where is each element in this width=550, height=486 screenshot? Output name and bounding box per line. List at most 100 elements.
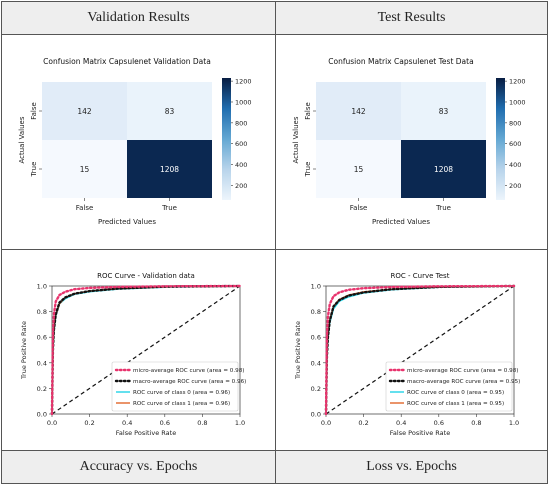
x-axis-label: False Positive Rate — [116, 429, 176, 437]
roc-test-chart: ROC - Curve Test 0.00.0 0.2 0.2 0.4 0.4 0.6 0.6… — [294, 272, 520, 437]
roc-test: ROC - Curve Test 0.0 0.0 0.2 0.2 0.4 0.4 0.6 0.6… — [284, 256, 542, 444]
row-divider — [2, 249, 547, 250]
colorbar-tick-label: 400 — [235, 161, 247, 169]
legend-label: micro-average ROC curve (area = 0.98) — [407, 368, 518, 374]
header-test-results: Test Results — [276, 2, 547, 34]
x-axis-label: False Positive Rate — [390, 429, 450, 437]
colorbar-tick-label: 600 — [235, 140, 247, 148]
heatmap-cell — [42, 140, 127, 198]
y-tick-label: False — [304, 102, 312, 120]
colorbar-tick-label: 400 — [509, 161, 521, 169]
legend-label: ROC curve of class 1 (area = 0.96) — [133, 401, 230, 407]
cell-value-label: 83 — [439, 107, 449, 116]
heatmap-cell — [401, 140, 486, 198]
cell-value-label: 142 — [351, 107, 366, 116]
chart-title: ROC - Curve Test — [391, 272, 450, 280]
confusion-matrix-test-chart: Confusion Matrix Capsulenet Test Data 142… — [292, 57, 526, 226]
cell-value-label: 83 — [165, 107, 175, 116]
header-accuracy-vs-epochs: Accuracy vs. Epochs — [2, 451, 275, 483]
header-loss-vs-epochs: Loss vs. Epochs — [276, 451, 547, 483]
y-tick-label: 0.6 — [311, 334, 321, 342]
heatmap-cell — [316, 140, 401, 198]
cell-value-label: 1208 — [160, 165, 179, 174]
roc-validation-chart: ROC Curve - Validation data 0.00.0 0.2 0.2 0… — [20, 272, 246, 437]
chart-title: Confusion Matrix Capsulenet Test Data — [328, 57, 473, 66]
colorbar-tick-label: 1200 — [509, 78, 526, 86]
column-divider — [275, 2, 276, 483]
y-tick-label: 0.2 — [37, 385, 47, 393]
colorbar-tick-label: 1000 — [235, 98, 252, 106]
y-tick-label: 0.4 — [311, 359, 321, 367]
row-divider — [2, 450, 547, 451]
x-tick-label: 1.0 — [509, 419, 519, 427]
y-tick-label: True — [30, 162, 38, 178]
legend-label: ROC curve of class 1 (area = 0.95) — [407, 401, 504, 407]
colorbar-tick-label: 800 — [235, 119, 247, 127]
x-tick-label: 0.6 — [160, 419, 170, 427]
y-axis-label: True Positive Rate — [20, 321, 28, 380]
y-tick-label: 0.4 — [37, 359, 47, 367]
cell-value-label: 15 — [80, 165, 90, 174]
colorbar-tick-label: 600 — [509, 140, 521, 148]
legend-label: ROC curve of class 0 (area = 0.96) — [133, 390, 230, 396]
x-tick-label: 0.8 — [197, 419, 207, 427]
legend-label: macro-average ROC curve (area = 0.96) — [133, 379, 246, 385]
x-tick-label: 0.4 — [122, 419, 132, 427]
x-axis-label: Predicted Values — [372, 218, 430, 226]
legend-label: macro-average ROC curve (area = 0.95) — [407, 379, 520, 385]
x-tick-label: 0.2 — [358, 419, 368, 427]
colorbar — [496, 78, 505, 200]
x-tick-label: 0.6 — [434, 419, 444, 427]
chance-diagonal-line — [325, 285, 515, 415]
y-axis-label: Actual Values — [18, 116, 26, 163]
x-axis-label: Predicted Values — [98, 218, 156, 226]
x-tick-label: False — [76, 204, 94, 212]
colorbar-tick-label: 800 — [509, 119, 521, 127]
y-axis-label: True Positive Rate — [294, 321, 302, 380]
x-tick-label: 0.8 — [471, 419, 481, 427]
header-validation-results: Validation Results — [2, 2, 275, 34]
x-tick-label: 0.2 — [84, 419, 94, 427]
y-tick-label: 0.2 — [311, 385, 321, 393]
x-tick-label: True — [161, 204, 177, 212]
x-tick-label: False — [350, 204, 368, 212]
cell-value-label: 142 — [77, 107, 92, 116]
colorbar — [222, 78, 231, 200]
heatmap-cell — [42, 82, 127, 140]
chart-title: Confusion Matrix Capsulenet Validation D… — [43, 57, 211, 66]
y-tick-label: 1.0 — [311, 283, 321, 291]
legend-label: ROC curve of class 0 (area = 0.95) — [407, 390, 504, 396]
x-tick-label: 0.4 — [396, 419, 406, 427]
confusion-matrix-validation: Confusion Matrix Capsulenet Validation D… — [10, 42, 268, 242]
y-tick-label: True — [304, 162, 312, 178]
y-tick-label: False — [30, 102, 38, 120]
heatmap-cell — [127, 82, 212, 140]
cell-value-label: 1208 — [434, 165, 453, 174]
legend-label: micro-average ROC curve (area = 0.98) — [133, 368, 244, 374]
y-tick-label: 1.0 — [37, 283, 47, 291]
x-tick-label: 1.0 — [235, 419, 245, 427]
chart-title: ROC Curve - Validation data — [97, 272, 195, 280]
colorbar-tick-label: 1200 — [235, 78, 252, 86]
colorbar-tick-label: 1000 — [509, 98, 526, 106]
roc-series-line — [324, 284, 516, 416]
legend-box — [385, 361, 513, 412]
colorbar-tick-label: 200 — [509, 182, 521, 190]
confusion-matrix-validation-chart: Confusion Matrix Capsulenet Validation D… — [18, 57, 252, 226]
heatmap-cell — [401, 82, 486, 140]
y-tick-label: 0.0 — [311, 411, 321, 419]
y-axis-label: Actual Values — [292, 116, 300, 163]
y-tick-label: 0.8 — [311, 308, 321, 316]
confusion-matrix-test: Confusion Matrix Capsulenet Test Data 142… — [284, 42, 542, 242]
y-tick-label: 0.8 — [37, 308, 47, 316]
roc-series-line — [50, 284, 242, 416]
x-tick-label: 0.0 — [47, 419, 57, 427]
row-divider — [2, 34, 547, 35]
legend-box — [111, 361, 239, 412]
cell-value-label: 15 — [354, 165, 364, 174]
y-tick-label: 0.0 — [37, 411, 47, 419]
x-tick-label: True — [435, 204, 451, 212]
chance-diagonal-line — [51, 285, 241, 415]
colorbar-tick-label: 200 — [235, 182, 247, 190]
